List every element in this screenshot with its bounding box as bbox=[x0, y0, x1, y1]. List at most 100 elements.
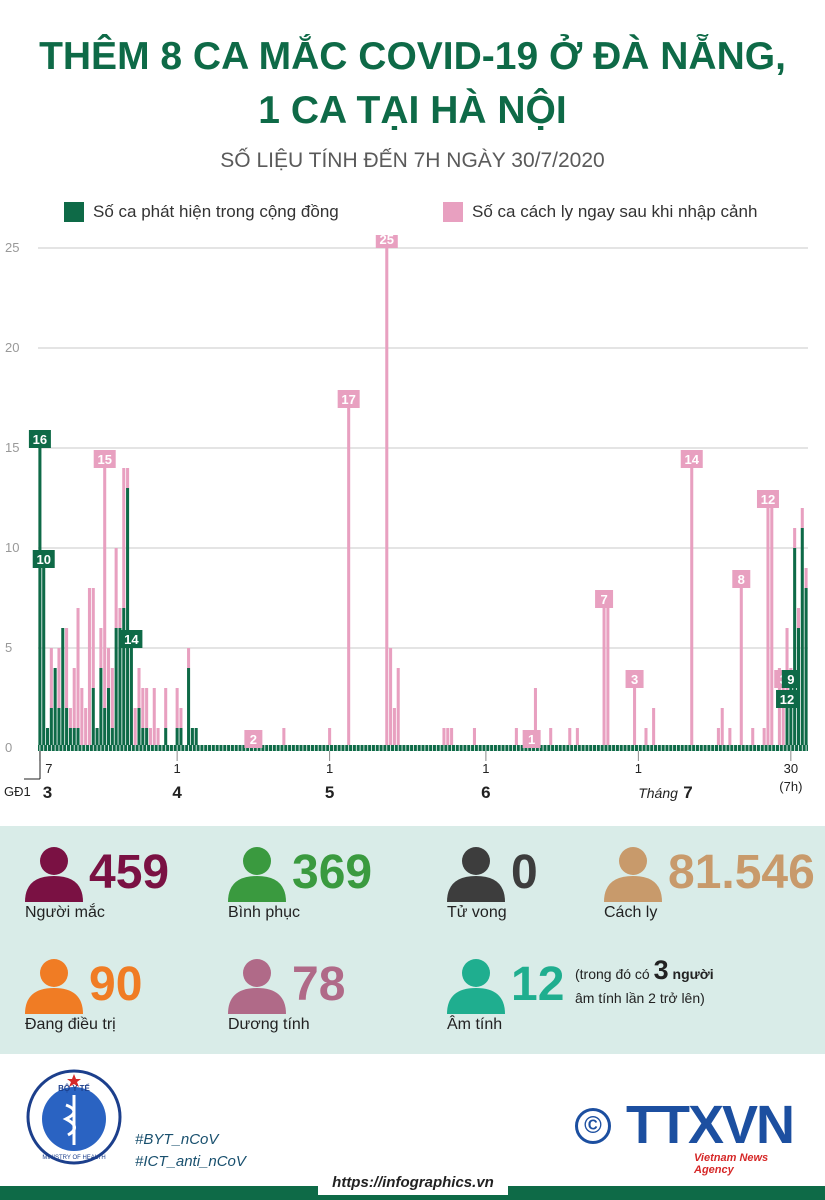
stat-infected-value: 459 bbox=[89, 846, 170, 899]
hashtag-byt[interactable]: #BYT_nCoV bbox=[135, 1131, 219, 1148]
legend-swatch-quarantine bbox=[443, 202, 463, 222]
star-icon bbox=[67, 1074, 81, 1087]
bar-quarantine bbox=[770, 508, 774, 748]
bar-community bbox=[126, 488, 130, 748]
stat-deaths-label: Tử vong bbox=[447, 904, 507, 921]
legend-label-community: Số ca phát hiện trong cộng đồng bbox=[93, 202, 339, 221]
stat-recovered-value: 369 bbox=[292, 846, 373, 899]
x-tick-label: 30 bbox=[784, 761, 798, 776]
data-label-badge bbox=[756, 490, 779, 508]
data-label: 14 bbox=[685, 452, 700, 467]
x-month-label: 3 bbox=[43, 783, 52, 802]
data-label-badge bbox=[375, 235, 398, 248]
ttxvn-logo: TTXVN Vietnam News Agency bbox=[626, 1098, 806, 1176]
bar-quarantine bbox=[751, 728, 755, 748]
bar-quarantine bbox=[781, 688, 785, 748]
bar-quarantine bbox=[800, 508, 804, 528]
bar-quarantine bbox=[739, 588, 743, 748]
bar-quarantine bbox=[87, 588, 91, 748]
logo-text-top: BỘ Y TẾ bbox=[58, 1083, 90, 1093]
bar-quarantine bbox=[152, 688, 156, 748]
x-month-prefix: Tháng bbox=[638, 785, 678, 801]
x-tick-label: 1 bbox=[635, 761, 642, 776]
data-label-badge bbox=[522, 730, 541, 748]
stat-recovered-label: Bình phục bbox=[228, 904, 301, 921]
person-icon bbox=[25, 959, 83, 1014]
bar-community bbox=[118, 628, 122, 748]
bar-quarantine bbox=[145, 688, 149, 728]
bar-community bbox=[65, 708, 69, 748]
data-label: 1 bbox=[528, 732, 535, 747]
bar-quarantine bbox=[187, 648, 191, 668]
data-label-badge bbox=[680, 450, 703, 468]
website-url[interactable]: https://infographics.vn bbox=[318, 1171, 508, 1195]
logo-serpent bbox=[62, 1103, 76, 1137]
bar-community bbox=[179, 728, 183, 748]
bar-community bbox=[129, 648, 133, 748]
bar-quarantine bbox=[446, 728, 450, 748]
data-label-badge bbox=[28, 430, 51, 448]
bar-community bbox=[72, 728, 76, 748]
bar-community bbox=[190, 728, 194, 748]
bar-community bbox=[793, 548, 797, 748]
negative-note-prefix: (trong đó có bbox=[575, 966, 650, 982]
x-tick-label: 7 bbox=[45, 761, 52, 776]
bar-quarantine bbox=[549, 728, 553, 748]
person-icon bbox=[228, 847, 286, 902]
bar-quarantine bbox=[575, 728, 579, 748]
title-line-2: 1 CA TẠI HÀ NỘI bbox=[258, 89, 567, 132]
hashtag-ict[interactable]: #ICT_anti_nCoV bbox=[135, 1153, 246, 1170]
stat-positive-label: Dương tính bbox=[228, 1016, 310, 1033]
copyright-icon: © bbox=[575, 1108, 611, 1144]
stat-deaths-value: 0 bbox=[511, 846, 538, 899]
bar-quarantine bbox=[602, 608, 606, 748]
ministry-of-health-logo: BỘ Y TẾ MINISTRY OF HEALTH bbox=[26, 1069, 122, 1165]
bar-quarantine bbox=[148, 728, 152, 748]
logo-text-bottom: MINISTRY OF HEALTH bbox=[42, 1155, 105, 1161]
data-label: 9 bbox=[787, 672, 794, 687]
bar-quarantine bbox=[644, 728, 648, 748]
y-tick-label: 15 bbox=[5, 440, 19, 455]
bar-community bbox=[38, 448, 42, 748]
bar-community bbox=[137, 708, 141, 748]
data-label-badge bbox=[337, 390, 360, 408]
bar-quarantine bbox=[716, 728, 720, 748]
bar-quarantine bbox=[141, 688, 145, 728]
data-label-badge bbox=[244, 730, 263, 748]
data-label-badge bbox=[781, 670, 800, 688]
x-tick-suffix: (7h) bbox=[779, 779, 802, 794]
bar-community bbox=[114, 628, 118, 748]
bar-quarantine bbox=[328, 728, 332, 748]
bar-community bbox=[68, 728, 72, 748]
bar-quarantine bbox=[91, 588, 95, 688]
data-label: 16 bbox=[33, 432, 47, 447]
data-label-badge bbox=[32, 550, 55, 568]
bar-quarantine bbox=[76, 608, 80, 728]
stat-negative-value: 12 bbox=[511, 958, 565, 1011]
data-label: 12 bbox=[761, 492, 775, 507]
bar-quarantine bbox=[514, 728, 518, 748]
bar-quarantine bbox=[568, 728, 572, 748]
x-tick-label: 1 bbox=[326, 761, 333, 776]
legend-item-community: Số ca phát hiện trong cộng đồng bbox=[64, 202, 339, 222]
bar-quarantine bbox=[728, 728, 732, 748]
x-month-label: 6 bbox=[481, 783, 490, 802]
bar-quarantine bbox=[690, 468, 694, 748]
legend-item-quarantine: Số ca cách ly ngay sau khi nhập cảnh bbox=[443, 202, 757, 222]
person-icon bbox=[604, 847, 662, 902]
stat-treating-label: Đang điều trị bbox=[25, 1016, 116, 1033]
bar-community bbox=[103, 708, 107, 748]
bar-quarantine bbox=[450, 728, 454, 748]
stat-treating-value: 90 bbox=[89, 958, 143, 1011]
bar-quarantine bbox=[122, 468, 126, 608]
bar-community bbox=[61, 628, 65, 748]
bar-quarantine bbox=[389, 648, 393, 748]
bar-community bbox=[95, 728, 99, 748]
bar-quarantine bbox=[652, 708, 656, 748]
bar-quarantine bbox=[49, 648, 53, 708]
legend-swatch-community bbox=[64, 202, 84, 222]
bar-quarantine bbox=[804, 568, 808, 588]
cases-bar-chart: 0510152025161015114217251731481231297111… bbox=[4, 235, 808, 802]
bar-quarantine bbox=[472, 728, 476, 748]
bar-quarantine bbox=[65, 628, 69, 708]
